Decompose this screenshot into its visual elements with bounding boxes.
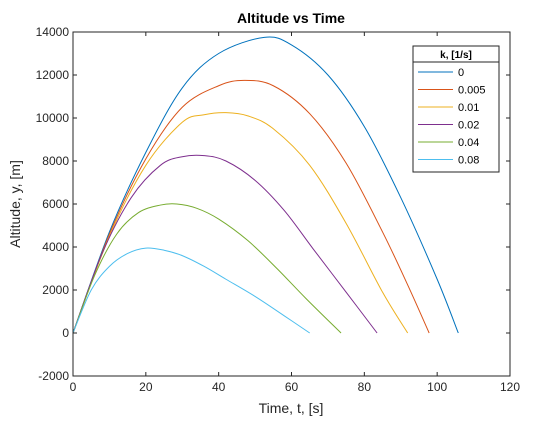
x-tick-label-5: 100	[427, 380, 447, 394]
series-line-3	[72, 154, 378, 334]
legend: k, [1/s] 0 0.005 0.01 0.02 0.04 0.08	[412, 45, 500, 173]
series-line-2	[72, 112, 409, 334]
x-tick-label-1: 20	[139, 380, 153, 394]
legend-entry-4: 0.04	[458, 137, 479, 149]
y-tick-label-5: 8000	[42, 154, 69, 168]
series-line-0	[72, 36, 459, 334]
legend-entry-2: 0.01	[458, 102, 479, 114]
y-tick-label-4: 6000	[42, 197, 69, 211]
y-tick-label-3: 4000	[42, 240, 69, 254]
y-tick-label-8: 14000	[36, 25, 70, 39]
x-tick-label-6: 120	[500, 380, 520, 394]
x-axis-label: Time, t, [s]	[259, 400, 324, 416]
y-tick-label-2: 2000	[42, 283, 69, 297]
series-layer	[72, 36, 459, 334]
x-tick-label-3: 60	[285, 380, 299, 394]
x-tick-label-2: 40	[212, 380, 226, 394]
legend-title: k, [1/s]	[440, 50, 472, 61]
legend-box	[412, 45, 500, 173]
y-tick-label-7: 12000	[36, 68, 70, 82]
series-line-5	[72, 247, 310, 334]
x-tick-label-4: 80	[358, 380, 372, 394]
legend-entry-5: 0.08	[458, 155, 479, 167]
y-axis-label: Altitude, y, [m]	[7, 160, 23, 248]
y-tick-label-0: -2000	[38, 369, 69, 383]
y-tick-label-6: 10000	[36, 111, 70, 125]
series-line-4	[72, 203, 342, 334]
ticks-layer: 0 20 40 60 80 100 120-200002000400060008000100…	[36, 25, 521, 394]
x-tick-label-0: 0	[70, 380, 77, 394]
series-line-1	[72, 79, 430, 334]
legend-entry-0: 0	[458, 67, 464, 79]
y-tick-label-1: 0	[62, 326, 69, 340]
chart-title: Altitude vs Time	[237, 10, 345, 26]
legend-entry-3: 0.02	[458, 120, 479, 132]
legend-entry-1: 0.005	[458, 85, 486, 97]
